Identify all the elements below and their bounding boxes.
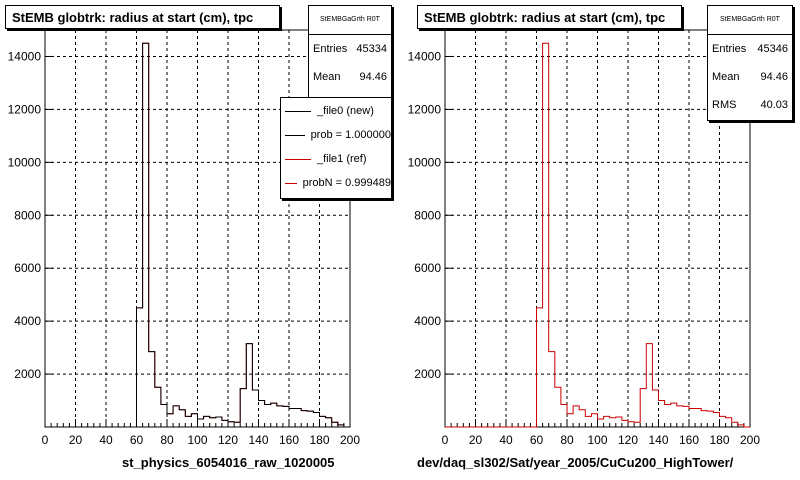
right-stats-rms: RMS 40.03 <box>712 99 788 111</box>
left-stats-entries: Entries 45334 <box>313 43 387 55</box>
right-stats-name: StEMBGaGrth R0T <box>708 6 792 35</box>
x-tick-label: 0 <box>42 433 49 447</box>
right-stats-box: StEMBGaGrth R0T Entries 45346 Mean 94.46… <box>707 5 793 121</box>
y-tick-label: 10000 <box>8 155 42 169</box>
x-tick-label: 80 <box>160 433 174 447</box>
left-legend: _file0 (new) prob = 1.000000 _file1 (ref… <box>280 97 392 199</box>
y-tick-label: 12000 <box>8 102 42 116</box>
x-tick-label: 140 <box>648 433 668 447</box>
legend-line-probn <box>285 182 297 184</box>
x-tick-label: 40 <box>499 433 513 447</box>
x-tick-label: 20 <box>69 433 83 447</box>
x-tick-label: 80 <box>560 433 574 447</box>
y-tick-label: 4000 <box>414 314 441 328</box>
left-stats-box: StEMBGaGrth R0T Entries 45334 Mean 94.46 <box>308 5 392 105</box>
right-stats-mean: Mean 94.46 <box>712 71 788 83</box>
right-stats-entries: Entries 45346 <box>712 43 788 55</box>
legend-line-prob <box>285 134 305 136</box>
legend-entry-probn: probN = 0.999489 <box>281 171 391 195</box>
x-tick-label: 40 <box>99 433 113 447</box>
x-tick-label: 200 <box>340 433 360 447</box>
legend-entry-file1: _file1 (ref) <box>281 147 391 171</box>
x-tick-label: 60 <box>530 433 544 447</box>
x-tick-label: 0 <box>442 433 449 447</box>
x-tick-label: 180 <box>709 433 729 447</box>
histogram-series--file0-new- <box>45 42 350 428</box>
x-tick-label: 160 <box>679 433 699 447</box>
legend-entry-prob: prob = 1.000000 <box>281 123 391 147</box>
y-tick-label: 10000 <box>408 155 442 169</box>
legend-entry-file0: _file0 (new) <box>281 99 391 123</box>
x-tick-label: 180 <box>309 433 329 447</box>
x-tick-label: 100 <box>587 433 607 447</box>
y-tick-label: 4000 <box>14 314 41 328</box>
left-stats-mean: Mean 94.46 <box>313 71 387 83</box>
x-tick-label: 20 <box>469 433 483 447</box>
right-histogram: 0 20 40 60 80 100 120 140 160 180 200 2000 4000 6000 8… <box>408 29 760 447</box>
left-pad: 0 20 40 60 80 100 120 140 160 180 200 2000 4000 6000 8… <box>0 0 400 470</box>
right-x-axis-label: dev/daq_sl302/Sat/year_2005/CuCu200_High… <box>417 455 734 470</box>
legend-line-file1 <box>285 158 311 160</box>
x-tick-label: 100 <box>187 433 207 447</box>
y-tick-label: 6000 <box>14 261 41 275</box>
y-tick-label: 14000 <box>408 49 442 63</box>
left-histogram: 0 20 40 60 80 100 120 140 160 180 200 2000 4000 6000 8… <box>8 29 360 447</box>
left-x-axis-label: st_physics_6054016_raw_1020005 <box>122 455 335 470</box>
x-tick-label: 160 <box>279 433 299 447</box>
legend-line-file0 <box>285 110 311 112</box>
left-stats-name: StEMBGaGrth R0T <box>309 6 391 35</box>
x-tick-label: 120 <box>618 433 638 447</box>
y-tick-label: 14000 <box>8 49 42 63</box>
x-tick-label: 120 <box>218 433 238 447</box>
right-pad: 0 20 40 60 80 100 120 140 160 180 200 2000 4000 6000 8… <box>400 0 800 470</box>
y-tick-label: 8000 <box>414 208 441 222</box>
histogram-series--file1-ref- <box>445 42 750 428</box>
right-plot-title: StEMB globtrk: radius at start (cm), tpc <box>417 5 682 29</box>
y-tick-label: 2000 <box>14 367 41 381</box>
y-tick-label: 2000 <box>414 367 441 381</box>
x-tick-label: 140 <box>248 433 268 447</box>
left-plot-title: StEMB globtrk: radius at start (cm), tpc <box>5 5 280 29</box>
y-tick-label: 12000 <box>408 102 442 116</box>
y-tick-label: 8000 <box>14 208 41 222</box>
y-tick-label: 6000 <box>414 261 441 275</box>
x-tick-label: 60 <box>130 433 144 447</box>
x-tick-label: 200 <box>740 433 760 447</box>
